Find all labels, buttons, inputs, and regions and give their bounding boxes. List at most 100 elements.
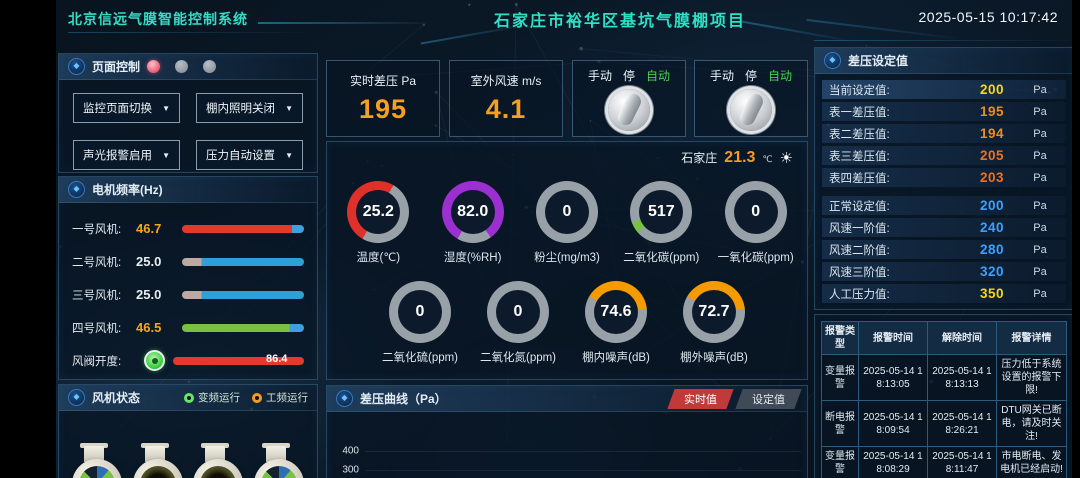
panel-icon: ◆	[68, 58, 85, 75]
setpoint-row-9: 风速三阶值: 320 Pa	[822, 262, 1066, 281]
alarm-clear-time: 2025-05-14 18:13:13	[927, 354, 997, 401]
damper-row: 风阀开度: 86.4	[72, 344, 304, 377]
damper-bar: 86.4	[173, 353, 304, 365]
setpoint-unit: Pa	[1033, 83, 1047, 96]
blower-outlet-lip	[140, 443, 169, 448]
weather-unit: ℃	[762, 154, 773, 164]
gauge-ring: 25.2	[347, 181, 410, 243]
switch-option-停: 停	[744, 68, 757, 83]
dropdown-label: 棚内照明关闭	[206, 103, 275, 115]
switch-option-手动: 手动	[709, 68, 734, 83]
setpoint-value: 195	[979, 104, 1005, 119]
setpoint-row-8: 风速二阶值: 280 Pa	[822, 240, 1066, 259]
alarm-col-header: 报警时间	[858, 321, 928, 355]
rotary-knob[interactable]	[608, 88, 650, 131]
letterbox-right	[1072, 0, 1080, 478]
panel-title: 差压设定值	[848, 54, 909, 68]
control-dropdown-2[interactable]: 棚内照明关闭 ▼	[196, 93, 303, 123]
gauge-6: 0 二氧化硫(ppm)	[373, 281, 467, 365]
legend-tag-设定值[interactable]: 设定值	[735, 388, 802, 409]
gauge-4: 517 二氧化碳(ppm)	[614, 181, 708, 265]
page-title: 石家庄市裕华区基坑气膜棚项目	[493, 13, 746, 30]
y-axis-tick: 300	[342, 464, 359, 476]
damper-status-light	[144, 350, 165, 371]
gauge-row: 0 二氧化硫(ppm) 0 二氧化氮(ppm) 74.6 棚内噪声(dB) 72.7 棚外噪声…	[369, 281, 765, 365]
panel-icon: ◆	[68, 389, 85, 406]
control-dropdown-1[interactable]: 监控页面切换 ▼	[73, 93, 180, 123]
gauge-5: 0 一氧化碳(ppm)	[709, 181, 803, 265]
setpoint-unit: Pa	[1033, 221, 1047, 234]
letterbox-left	[0, 0, 56, 478]
chevron-down-icon: ▼	[162, 150, 170, 160]
fan-frequency-row-4: 四号风机: 46.5	[72, 311, 304, 344]
gauge-value: 25.2	[362, 203, 394, 220]
pressure-line-chart	[327, 412, 807, 478]
setpoint-label: 表四差压值:	[829, 172, 890, 185]
alarm-col-header: 报警详情	[996, 321, 1067, 355]
alarm-time: 2025-05-14 18:08:29	[858, 446, 928, 478]
legend-tag-实时值[interactable]: 实时值	[667, 388, 734, 409]
alarm-table: 报警类型 报警时间 解除时间 报警详情 变量报警 2025-05-14 18:13:05…	[821, 321, 1067, 478]
switch-option-停: 停	[622, 68, 635, 83]
gauge-label: 棚外噪声(dB)	[680, 352, 748, 364]
dropdown-label: 压力自动设置	[206, 150, 275, 162]
setpoint-row-7: 风速一阶值: 240 Pa	[822, 218, 1066, 237]
switch-option-自动: 自动	[646, 68, 671, 83]
setpoint-label: 当前设定值:	[829, 84, 890, 97]
alarm-col-header: 报警类型	[821, 321, 859, 355]
page-control-buttons: 监控页面切换 ▼ 棚内照明关闭 ▼ 声光报警启用 ▼ 压力自动设置 ▼	[59, 80, 317, 183]
setpoint-unit: Pa	[1033, 171, 1047, 184]
panel-title: 页面控制	[92, 60, 141, 74]
alarm-row-1: 变量报警 2025-05-14 18:13:05 2025-05-14 18:13:…	[821, 354, 1067, 401]
alarm-type: 变量报警	[821, 354, 859, 401]
indicator-light-red[interactable]	[147, 60, 161, 73]
y-axis-tick: 400	[342, 445, 359, 457]
alarm-clear-time: 2025-05-14 18:11:47	[927, 446, 997, 478]
indicator-light-gray[interactable]	[175, 60, 189, 73]
fan-status-legend: 变频运行 工频运行	[184, 390, 308, 405]
alarm-time: 2025-05-14 18:13:05	[858, 354, 928, 401]
gauge-ring: 517	[630, 181, 693, 243]
damper-label: 风阀开度:	[72, 355, 122, 368]
panel-title: 电机频率(Hz)	[92, 183, 163, 197]
control-dropdown-3[interactable]: 声光报警启用 ▼	[73, 140, 180, 170]
setpoint-row-5: 表四差压值: 203 Pa	[822, 168, 1066, 187]
gauge-value: 0	[415, 303, 425, 320]
stat-outdoor-wind: 室外风速 m/s 4.1	[449, 60, 563, 137]
switch-options: 手动停自动	[588, 67, 670, 84]
setpoint-value: 200	[979, 82, 1005, 97]
fan-frequency-bar	[182, 257, 304, 266]
alarm-col-header: 解除时间	[927, 321, 997, 355]
gauge-value: 0	[751, 203, 761, 220]
legend-label: 工频运行	[266, 392, 308, 404]
gauge-value: 0	[562, 203, 572, 220]
panel-icon: ◆	[336, 390, 353, 407]
setpoint-unit: Pa	[1033, 199, 1047, 212]
rotary-knob[interactable]	[730, 88, 772, 131]
fan-label: 三号风机:	[72, 289, 122, 302]
control-dropdown-4[interactable]: 压力自动设置 ▼	[196, 140, 303, 170]
gauge-3: 0 粉尘(mg/m3)	[520, 181, 614, 265]
gauge-9: 72.7 棚外噪声(dB)	[667, 281, 761, 365]
switch-options: 手动停自动	[710, 67, 792, 84]
setpoint-row-10: 人工压力值: 350 Pa	[822, 284, 1066, 303]
fan-frequency-row-2: 二号风机: 25.0	[72, 245, 304, 278]
legend-tag-label: 实时值	[684, 393, 717, 406]
indicator-light-gray[interactable]	[203, 60, 217, 73]
gauge-label: 二氧化硫(ppm)	[381, 352, 459, 364]
panel-header: ◆ 风机状态 变频运行 工频运行	[59, 385, 317, 411]
panel-header: ◆ 差压设定值	[815, 48, 1073, 74]
fan-frequency-value: 25.0	[136, 287, 162, 302]
gauge-row: 25.2 温度(℃) 82.0 湿度(%RH) 0 粉尘(mg/m3) 517 二氧化碳(pp…	[331, 181, 803, 265]
setpoint-label: 人工压力值:	[829, 288, 890, 301]
panel-environment: 石家庄 21.3 ℃ ☀ 25.2 温度(℃) 82.0 湿度(%RH) 0 粉尘(mg/…	[326, 141, 808, 380]
gauge-value: 72.7	[698, 303, 730, 320]
header-decor-line	[68, 32, 306, 33]
chart-plot-area: 400300200	[327, 412, 807, 478]
blower-outlet-lip	[80, 443, 109, 448]
fan-frequency-value: 25.0	[136, 254, 162, 269]
alarm-detail: 市电断电、发电机已经启动!	[996, 446, 1067, 478]
alarm-type: 变量报警	[821, 446, 859, 478]
alarm-type: 断电报警	[821, 400, 859, 447]
